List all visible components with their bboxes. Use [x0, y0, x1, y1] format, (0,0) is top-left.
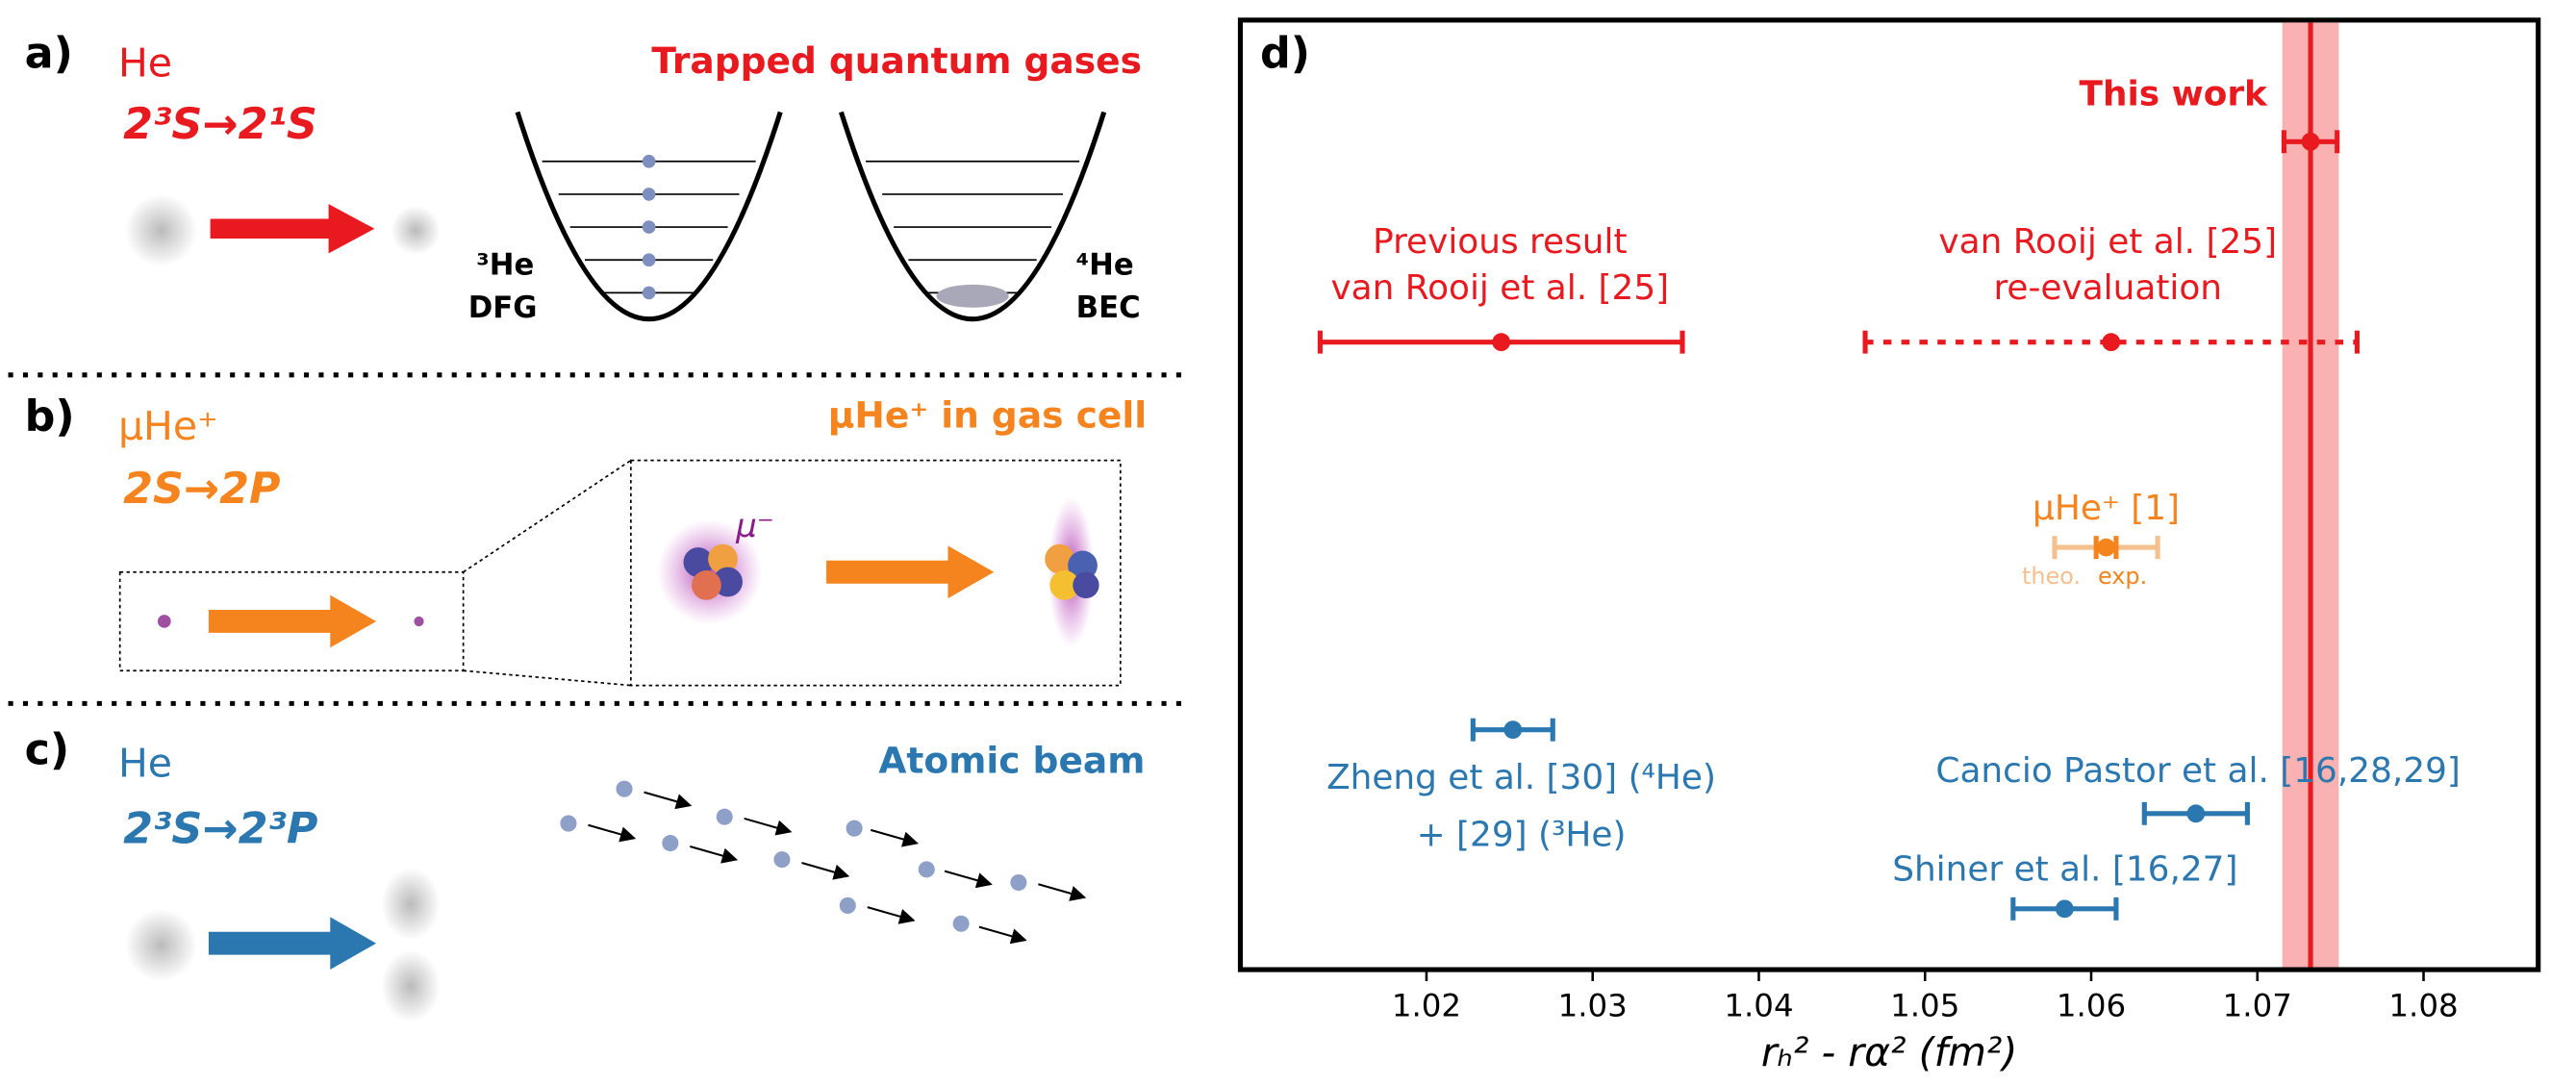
x-tick-label: 1.06: [2057, 987, 2126, 1023]
arrow: [210, 204, 375, 254]
small-label: exp.: [2098, 563, 2147, 590]
atoms: [642, 154, 1009, 308]
zoom-line: [463, 459, 632, 687]
panel-title: μHe⁺ in gas cell: [828, 394, 1147, 437]
panel-label: b): [25, 392, 75, 442]
trap-label: ⁴He: [1076, 248, 1134, 283]
point: [2102, 333, 2121, 352]
panel-label: a): [25, 29, 73, 78]
transition: 2³S→2¹S: [123, 100, 317, 149]
plot: 1.02 1.03 1.04 1.05 1.06 1.07 1.08 This work Pre…: [1317, 22, 2461, 1023]
point: [2055, 899, 2074, 919]
point-label: μHe⁺ [1]: [2033, 489, 2180, 528]
zoom-box: [629, 459, 1122, 687]
species: μHe⁺: [118, 403, 218, 449]
atom: [381, 949, 441, 1022]
atom: [414, 616, 424, 627]
point: [2301, 132, 2320, 151]
trap: [515, 111, 1107, 321]
panel-label: c): [25, 726, 70, 775]
point-label: Zheng et al. [30] (⁴He): [1326, 758, 1716, 797]
x-axis-label: rₕ² - rα² (fm²): [1761, 1029, 2017, 1075]
atom: [157, 615, 171, 628]
atoms: [560, 780, 1027, 932]
panel-title: Atomic beam: [878, 739, 1145, 781]
atom: [124, 193, 197, 267]
atom: [381, 868, 441, 941]
species: He: [118, 40, 172, 87]
zoom-box: [118, 570, 465, 672]
transition: 2S→2P: [123, 465, 280, 514]
trap-label: ³He: [476, 248, 534, 283]
point: [2186, 804, 2206, 823]
muon-label: μ⁻: [735, 507, 774, 545]
atomic-beam: [588, 791, 1087, 945]
point-label: van Rooij et al. [25]: [1330, 268, 1669, 308]
arrow: [208, 917, 377, 971]
point: [1503, 720, 1523, 740]
panel-title: Trapped quantum gases: [651, 39, 1142, 82]
arrow: [208, 594, 377, 648]
species: He: [118, 740, 172, 786]
x-tick-label: 1.02: [1392, 987, 1461, 1023]
panel-label: d): [1260, 29, 1310, 78]
trap-label: BEC: [1076, 290, 1141, 325]
x-tick-label: 1.03: [1558, 987, 1628, 1023]
nucleus: [683, 543, 1099, 600]
arrow: [826, 545, 995, 599]
x-tick-label: 1.05: [1890, 987, 1959, 1023]
x-tick-label: 1.08: [2388, 987, 2458, 1023]
point: [1492, 333, 1511, 352]
point-label: van Rooij et al. [25]: [1938, 222, 2277, 262]
point: [2097, 538, 2115, 557]
x-tick-label: 1.07: [2223, 987, 2292, 1023]
point-label: Previous result: [1373, 222, 1627, 262]
atom: [391, 205, 441, 256]
point-label: + [29] (³He): [1417, 816, 1627, 855]
point-label: Shiner et al. [16,27]: [1892, 850, 2237, 890]
trap-label: DFG: [468, 290, 538, 325]
plot-frame: [1237, 17, 2541, 972]
point-label: re-evaluation: [1993, 268, 2222, 308]
point-label: Cancio Pastor et al. [16,28,29]: [1935, 751, 2461, 791]
x-tick-label: 1.04: [1724, 987, 1793, 1023]
transition: 2³S→2³P: [123, 805, 317, 854]
small-label: theo.: [2022, 563, 2081, 590]
point-label: This work: [2080, 74, 2269, 114]
atom: [124, 908, 197, 982]
